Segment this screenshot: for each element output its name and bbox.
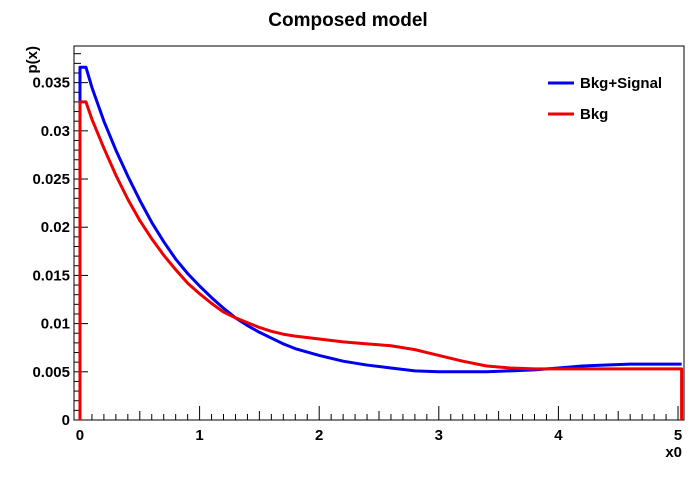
chart-title: Composed model (268, 10, 427, 31)
y-tick-label: 0.02 (41, 219, 70, 236)
x-axis: 0 1 2 3 4 5 (76, 406, 682, 444)
y-tick-label: 0.005 (32, 364, 70, 381)
x-axis-label: x0 (665, 444, 682, 461)
series-line-bkg (78, 100, 684, 420)
y-tick-label: 0.03 (41, 123, 70, 140)
x-tick-label: 3 (435, 427, 443, 444)
x-tick-label: 2 (315, 427, 323, 444)
legend-label: Bkg+Signal (580, 75, 662, 92)
y-tick-label: 0.01 (41, 316, 70, 333)
y-tick-label: 0 (62, 412, 70, 429)
plot-frame (73, 45, 685, 421)
y-tick-label: 0.025 (32, 171, 70, 188)
legend: Bkg+Signal Bkg (548, 75, 662, 123)
y-axis-label: p(x) (24, 46, 41, 74)
y-axis: 0 0.005 0.01 0.015 0.02 0.025 0.03 0.035 (32, 53, 88, 429)
y-tick-label: 0.015 (32, 267, 70, 284)
y-tick-label: 0.035 (32, 75, 70, 92)
series-layer (78, 65, 684, 420)
x-tick-label: 0 (76, 427, 84, 444)
x-tick-label: 4 (554, 427, 563, 444)
x-tick-label: 1 (195, 427, 203, 444)
plot-frame-rect (73, 45, 685, 421)
legend-label: Bkg (580, 106, 608, 123)
x-tick-label: 5 (674, 427, 682, 444)
